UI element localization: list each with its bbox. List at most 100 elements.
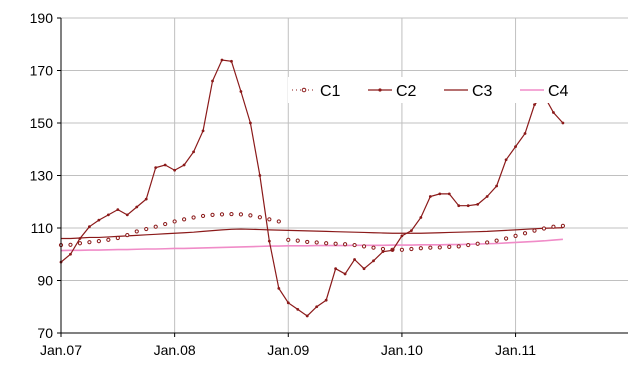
- data-point: [343, 272, 347, 276]
- data-point: [210, 212, 215, 217]
- legend-label: C3: [472, 83, 493, 100]
- data-point: [399, 247, 405, 252]
- data-point: [381, 250, 385, 254]
- x-tick-label: Jan.08: [154, 342, 196, 358]
- data-point: [115, 235, 120, 241]
- data-point: [447, 192, 451, 196]
- data-point: [154, 166, 158, 170]
- data-point: [97, 218, 101, 222]
- data-point: [153, 224, 158, 229]
- data-point: [78, 237, 82, 240]
- data-point: [172, 219, 177, 224]
- data-point: [495, 184, 499, 188]
- data-point: [476, 202, 480, 206]
- data-point: [533, 103, 536, 107]
- data-point: [230, 59, 233, 63]
- legend-item-c1: C1: [292, 83, 341, 100]
- data-point: [87, 240, 92, 245]
- data-point: [305, 314, 309, 318]
- data-point: [220, 58, 224, 62]
- legend-box: [288, 77, 563, 103]
- data-point: [504, 158, 508, 162]
- y-tick-label: 170: [30, 63, 54, 79]
- x-tick-label: Jan.07: [40, 342, 82, 358]
- data-point: [494, 238, 499, 243]
- data-point: [560, 223, 566, 228]
- data-point: [163, 163, 167, 167]
- data-point: [69, 252, 72, 256]
- data-point: [116, 208, 120, 212]
- data-point: [428, 245, 433, 250]
- data-point: [106, 213, 110, 217]
- x-tick-label: Jan.11: [495, 342, 536, 358]
- data-point: [286, 301, 290, 305]
- data-point: [343, 242, 348, 247]
- data-point: [106, 237, 111, 242]
- data-point: [457, 204, 461, 208]
- y-tick-label: 190: [30, 10, 54, 26]
- data-point: [305, 239, 310, 245]
- data-point: [257, 215, 262, 220]
- data-point: [295, 238, 300, 243]
- data-point: [173, 168, 177, 172]
- data-point: [391, 248, 394, 252]
- data-point: [239, 90, 243, 93]
- data-point: [324, 241, 329, 246]
- data-point: [200, 213, 206, 219]
- series-line-c3: [61, 227, 563, 240]
- data-point: [182, 163, 186, 167]
- data-point: [314, 240, 319, 245]
- data-point: [334, 267, 338, 271]
- data-point: [362, 267, 366, 271]
- legend-marker: [378, 88, 382, 92]
- y-tick-label: 90: [37, 273, 53, 289]
- data-point: [503, 236, 509, 241]
- data-point: [77, 241, 83, 246]
- data-point: [353, 258, 356, 261]
- data-point: [324, 298, 328, 302]
- data-point: [267, 217, 272, 222]
- series-line-c2: [60, 59, 564, 317]
- data-point: [485, 195, 489, 198]
- data-point: [447, 244, 452, 249]
- data-point: [541, 226, 547, 231]
- y-tick-labels: 70 90 110 130 150 170 190: [30, 10, 61, 341]
- data-point: [135, 205, 139, 209]
- data-point: [485, 240, 490, 245]
- data-point: [201, 129, 205, 133]
- legend-item-c2: C2: [368, 83, 417, 100]
- data-point: [211, 79, 214, 83]
- data-point: [248, 213, 253, 218]
- data-point: [372, 259, 375, 263]
- legend-item-c4: C4: [520, 83, 569, 100]
- data-point: [371, 245, 376, 250]
- data-point: [249, 121, 252, 125]
- data-point: [333, 241, 338, 246]
- data-point: [466, 204, 470, 208]
- x-tick-labels: Jan.07 Jan.08 Jan.09 Jan.10 Jan.11: [40, 333, 536, 358]
- data-point: [409, 246, 414, 252]
- data-point: [522, 231, 528, 236]
- series-c1: [58, 211, 566, 252]
- y-tick-label: 130: [30, 168, 54, 184]
- gridlines: [61, 17, 628, 333]
- data-point: [532, 228, 537, 233]
- data-point: [437, 245, 442, 250]
- data-point: [277, 286, 281, 290]
- data-point: [238, 212, 244, 217]
- data-point: [419, 216, 423, 219]
- data-point: [267, 239, 271, 243]
- data-point: [125, 232, 130, 238]
- legend-item-c3: C3: [444, 83, 493, 100]
- data-point: [514, 145, 517, 149]
- series-c2: [59, 58, 565, 318]
- data-point: [182, 217, 187, 222]
- data-point: [191, 215, 196, 220]
- data-point: [88, 225, 91, 229]
- data-point: [475, 241, 480, 246]
- data-point: [361, 244, 367, 249]
- x-tick-label: Jan.09: [267, 342, 309, 358]
- data-point: [258, 174, 262, 177]
- data-point: [409, 229, 413, 233]
- legend: C1 C2 C3 C4: [288, 77, 569, 103]
